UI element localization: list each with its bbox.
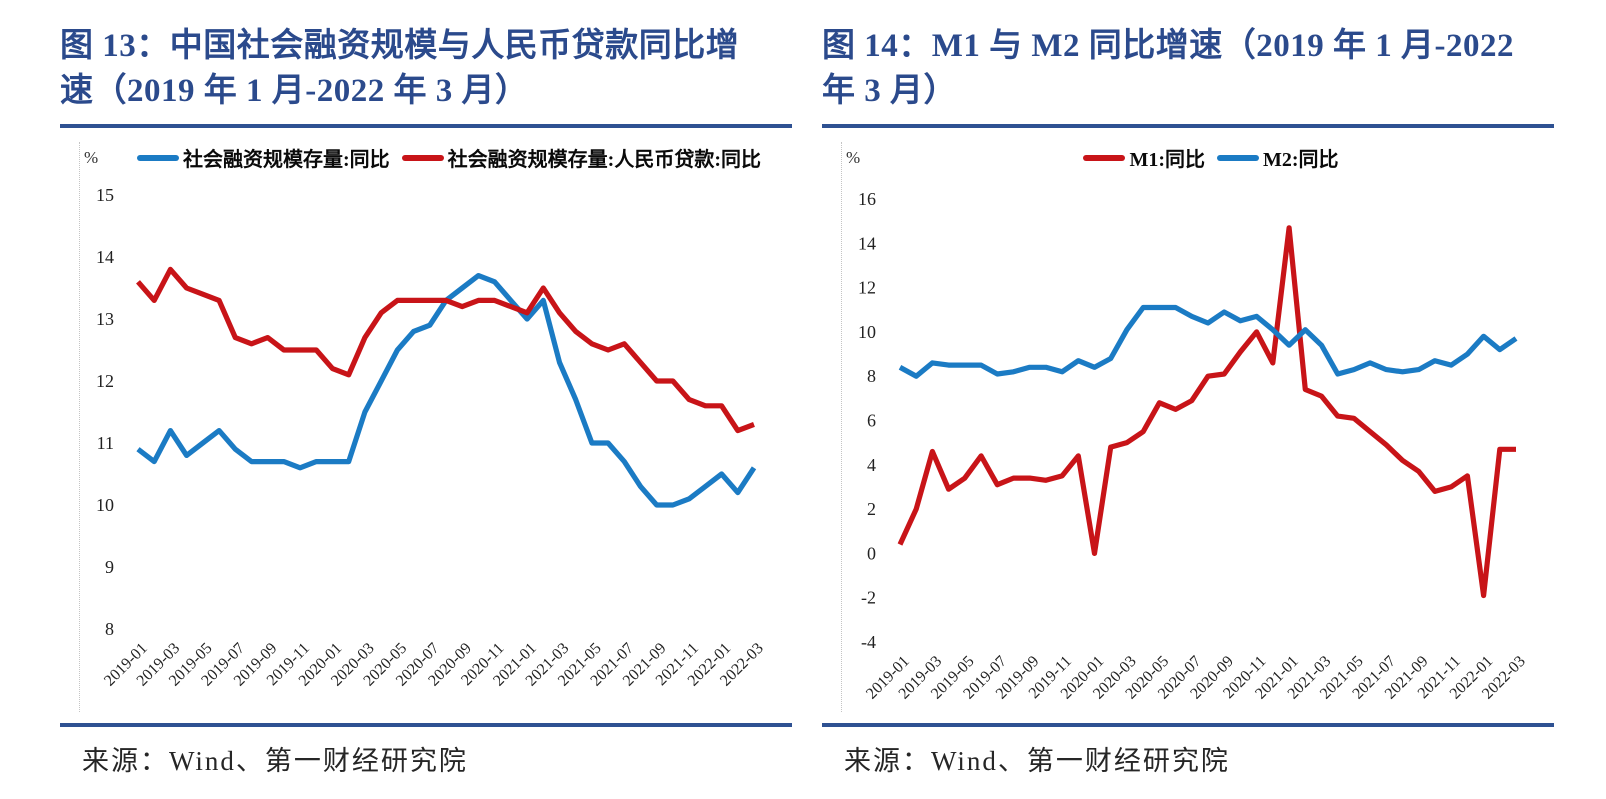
y-tick-label: 16 [858,189,876,209]
figure-14-chart-area: % M1:同比 M2:同比 16 14 12 10 8 6 4 2 0 -2 -4 2019-01 20… [822,138,1554,723]
y-axis-unit-label: % [84,147,99,167]
m1-m2-line-chart: 1614121086420-2-42019-012019-032019-0520… [858,189,1529,703]
legend-marker-blue-line [137,154,179,161]
tsf-rmb-loans-line-chart: 151413121110982019-012019-032019-052019-… [96,185,767,690]
y-tick-label: 6 [867,410,876,430]
y-tick-label: 10 [858,322,876,342]
series-line [136,266,755,433]
legend-label: M1:同比 [1129,149,1205,172]
figure-13-bottom-rule [60,722,792,727]
y-tick-label: 12 [858,277,876,297]
legend-item-m2: M2:同比 [1217,143,1339,172]
y-tick-label: 0 [867,543,876,563]
y-tick-label: 4 [867,455,876,475]
figure-14-source-text: 来源：Wind、第一财经研究院 [844,745,1230,776]
figure-13-source-text: 来源：Wind、第一财经研究院 [82,745,468,776]
figure-13-legend-row: % 社会融资规模存量:同比 社会融资规模存量:人民币贷款:同比 [60,138,792,178]
y-tick-label: 11 [97,433,114,453]
y-axis-unit-label: % [846,147,861,167]
y-tick-label: 2 [867,499,876,519]
figure-13-chart-area: % 社会融资规模存量:同比 社会融资规模存量:人民币贷款:同比 15 14 13 12… [60,138,792,723]
figure-13-title: 图 13：中国社会融资规模与人民币贷款同比增速（2019 年 1 月-2022 … [60,28,740,109]
legend-marker-blue-line [1217,154,1259,161]
legend-marker-red-line [1083,154,1126,161]
figure-13-legend: 社会融资规模存量:同比 社会融资规模存量:人民币贷款:同比 [106,143,792,172]
series-line [136,272,757,508]
figure-14-bottom-rule [822,722,1554,727]
report-figure-row: 图 13：中国社会融资规模与人民币贷款同比增速（2019 年 1 月-2022 … [60,0,1554,778]
y-tick-label: 8 [105,619,114,639]
y-tick-label: -2 [861,587,876,607]
series-line [898,304,1518,379]
y-tick-label: 13 [96,309,114,329]
figure-14-legend: M1:同比 M2:同比 [868,143,1554,172]
legend-item-tsf-rmb-loans: 社会融资规模存量:人民币贷款:同比 [401,143,761,172]
figure-14-title-rule [822,123,1554,128]
y-tick-label: 14 [858,233,876,253]
y-tick-label: 8 [867,366,876,386]
legend-item-m1: M1:同比 [1083,143,1205,172]
cell-border-dotted-line [841,141,842,712]
y-tick-label: 12 [96,371,114,391]
figure-14-panel: 图 14：M1 与 M2 同比增速（2019 年 1 月-2022 年 3 月）… [822,0,1554,778]
legend-label: 社会融资规模存量:人民币贷款:同比 [447,149,761,172]
series-line [897,224,1516,598]
figure-14-title: 图 14：M1 与 M2 同比增速（2019 年 1 月-2022 年 3 月） [822,28,1515,109]
legend-label: M2:同比 [1263,149,1339,172]
legend-item-tsf-total: 社会融资规模存量:同比 [137,143,390,172]
y-tick-label: 10 [96,495,114,515]
legend-marker-red-line [401,154,444,161]
y-tick-label: 15 [96,185,114,205]
cell-border-dotted-line [79,141,80,712]
y-tick-label: 14 [96,247,114,267]
figure-13-title-rule [60,123,792,128]
figure-14-legend-row: % M1:同比 M2:同比 [822,138,1554,178]
y-tick-label: 9 [105,557,114,577]
legend-label: 社会融资规模存量:同比 [183,149,390,172]
y-tick-label: -4 [861,632,876,652]
figure-13-panel: 图 13：中国社会融资规模与人民币贷款同比增速（2019 年 1 月-2022 … [60,0,792,778]
